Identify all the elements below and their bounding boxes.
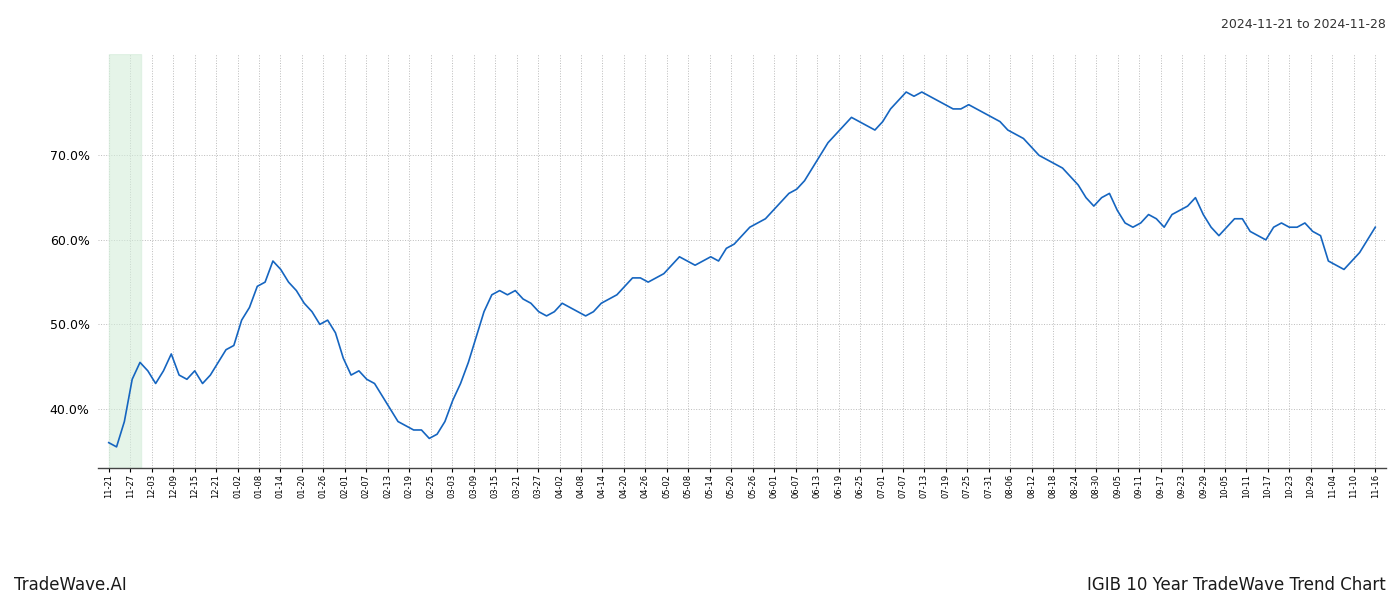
Text: 2024-11-21 to 2024-11-28: 2024-11-21 to 2024-11-28: [1221, 18, 1386, 31]
Text: TradeWave.AI: TradeWave.AI: [14, 576, 127, 594]
Text: IGIB 10 Year TradeWave Trend Chart: IGIB 10 Year TradeWave Trend Chart: [1088, 576, 1386, 594]
Bar: [109, 54, 141, 468]
